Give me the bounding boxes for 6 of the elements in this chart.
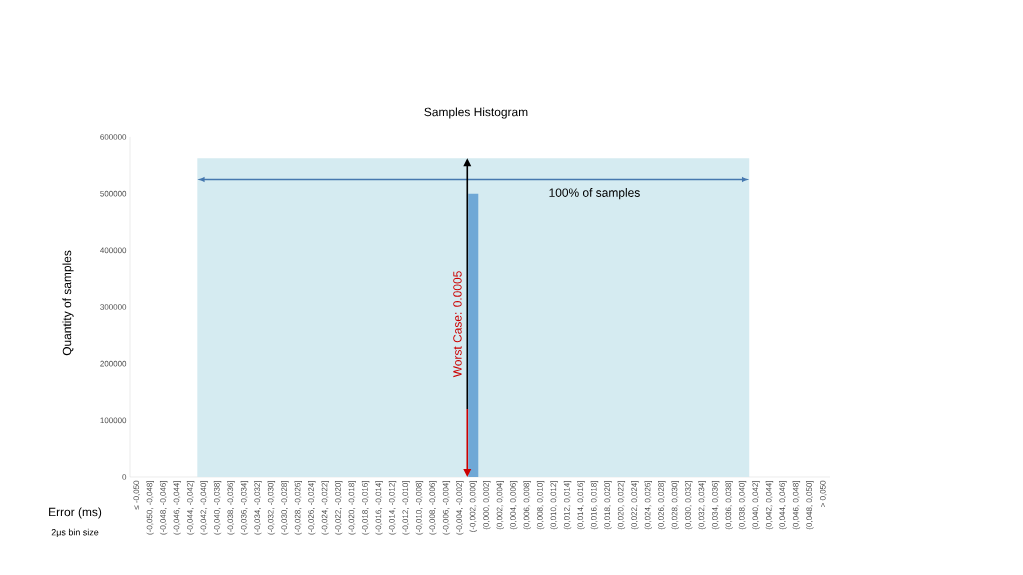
text: 2μs bin size (51, 528, 99, 538)
band-label: 100% of samples (549, 188, 640, 200)
y-axis-title: Quantity of samples (62, 250, 74, 356)
chart-title: Samples Histogram (424, 107, 528, 119)
annotation: Worst Case: 0.0005 (453, 271, 462, 378)
x-axis-title: Error (ms) (49, 507, 102, 519)
